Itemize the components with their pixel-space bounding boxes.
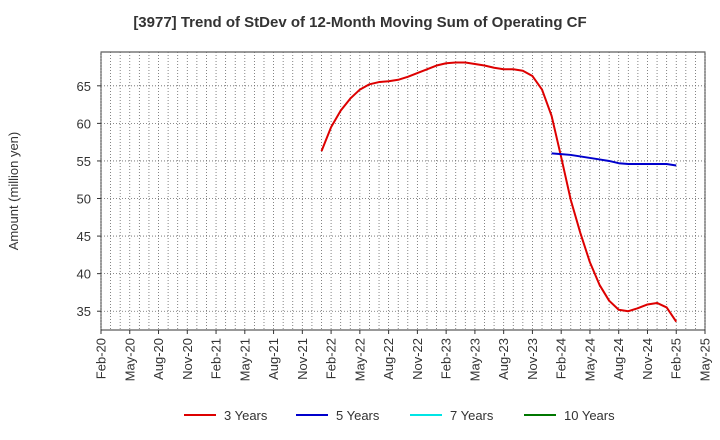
legend-label-10-years: 10 Years [564, 408, 615, 423]
x-tick-label: May-23 [467, 338, 482, 381]
x-tick-label: Feb-21 [209, 338, 224, 379]
x-tick-label: Nov-23 [525, 338, 540, 380]
y-tick-label: 50 [77, 192, 91, 207]
x-tick-label: May-25 [698, 338, 713, 381]
x-tick-label: Nov-21 [295, 338, 310, 380]
x-tick-label: Feb-23 [439, 338, 454, 379]
y-axis-label: Amount (million yen) [6, 132, 21, 251]
y-tick-label: 35 [77, 304, 91, 319]
chart-title: [3977] Trend of StDev of 12-Month Moving… [133, 14, 587, 31]
x-tick-label: Nov-24 [640, 338, 655, 380]
x-tick-label: Aug-24 [611, 338, 626, 380]
grid-lines [100, 52, 706, 330]
series-lines [320, 61, 678, 323]
x-tick-label: May-20 [122, 338, 137, 381]
x-axis: Feb-20 May-20 Aug-20 Nov-20 Feb-21 May-21 Aug-… [94, 330, 713, 381]
legend-label-3-years: 3 Years [224, 408, 268, 423]
x-tick-label: Nov-20 [180, 338, 195, 380]
x-tick-label: Aug-22 [381, 338, 396, 380]
y-tick-label: 60 [77, 116, 91, 131]
x-tick-label: May-22 [352, 338, 367, 381]
x-tick-label: Feb-25 [669, 338, 684, 379]
y-tick-label: 65 [77, 79, 91, 94]
y-tick-label: 45 [77, 229, 91, 244]
y-tick-label: 55 [77, 154, 91, 169]
x-tick-label: Feb-20 [94, 338, 109, 379]
legend-label-7-years: 7 Years [450, 408, 494, 423]
y-axis: 35 40 45 50 55 60 65 [77, 79, 101, 319]
x-tick-label: May-24 [582, 338, 597, 381]
x-tick-label: Nov-22 [410, 338, 425, 380]
legend: 3 Years 5 Years 7 Years 10 Years [184, 408, 615, 423]
legend-label-5-years: 5 Years [336, 408, 380, 423]
x-tick-label: May-21 [237, 338, 252, 381]
plot-area [100, 51, 706, 331]
x-tick-label: Feb-22 [324, 338, 339, 379]
series-line-5-years [551, 152, 677, 167]
x-tick-label: Feb-24 [554, 338, 569, 379]
x-tick-label: Aug-23 [496, 338, 511, 380]
x-tick-label: Aug-21 [266, 338, 281, 380]
y-tick-label: 40 [77, 267, 91, 282]
series-line-3-years [320, 61, 678, 323]
x-tick-label: Aug-20 [151, 338, 166, 380]
